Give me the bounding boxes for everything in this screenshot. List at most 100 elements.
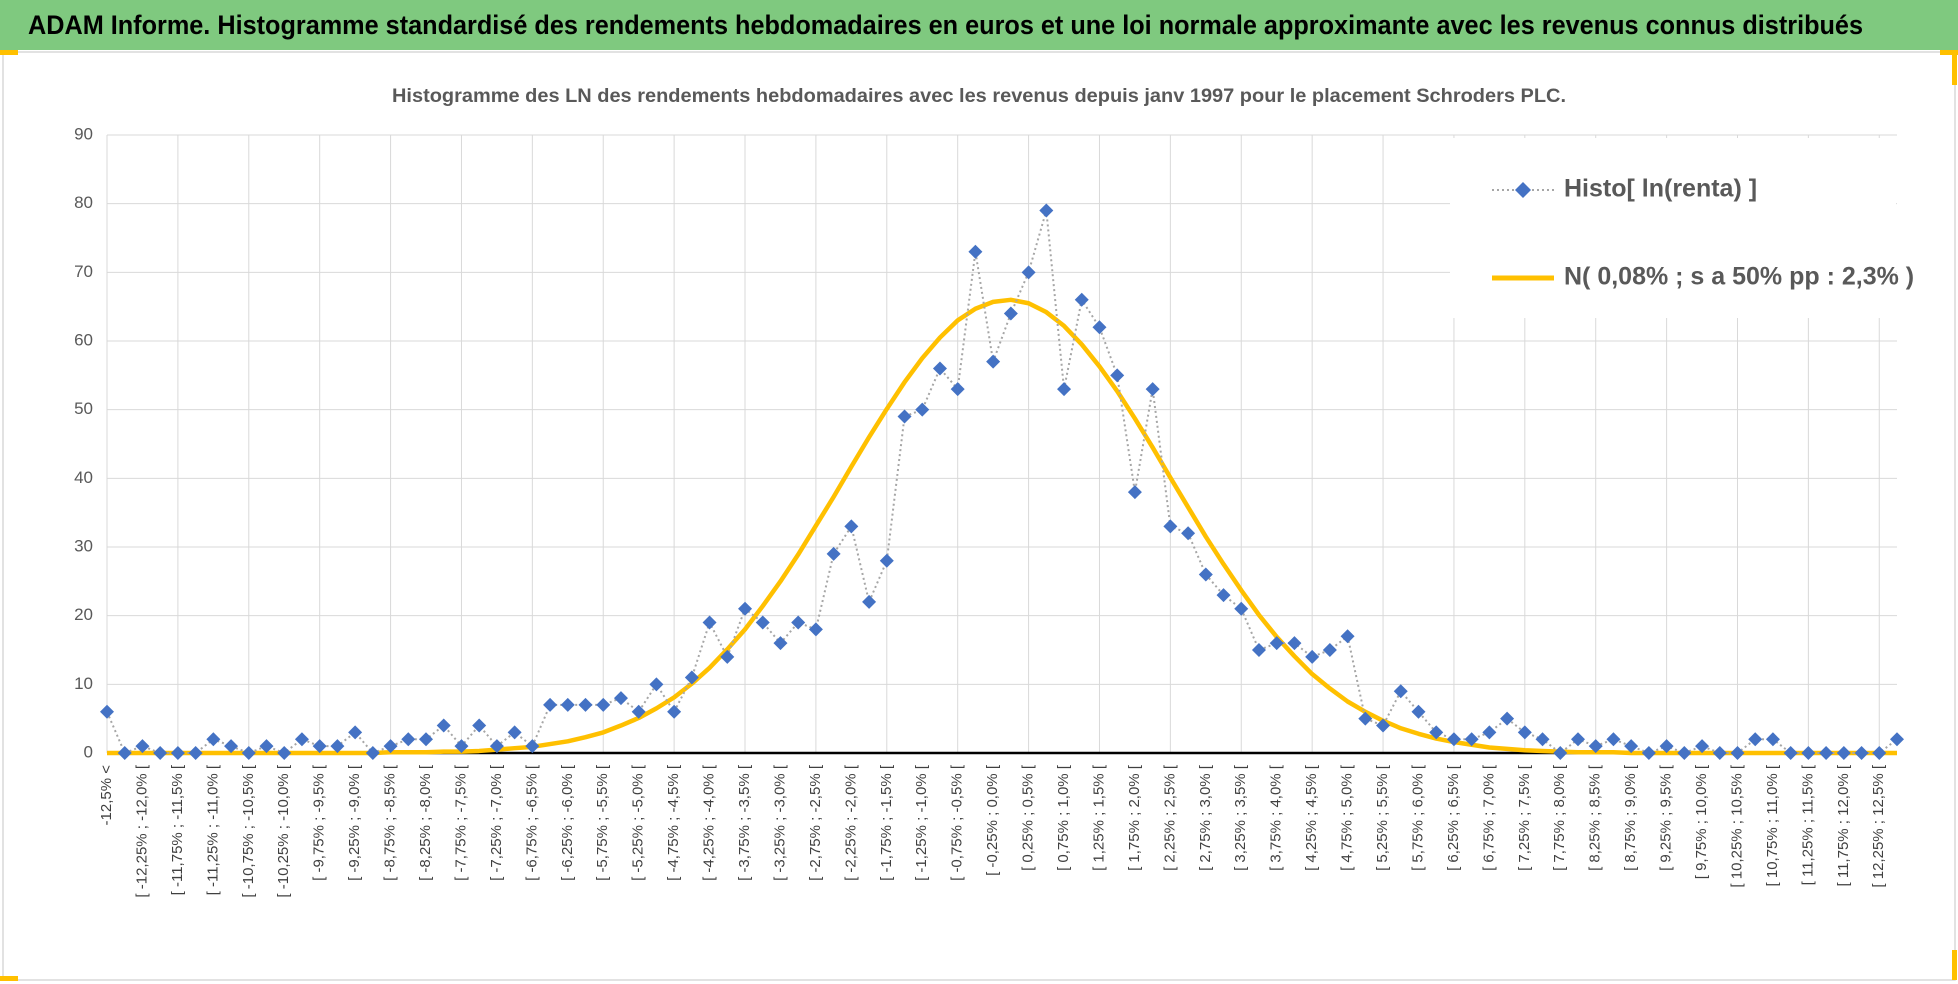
diamond-marker — [153, 746, 168, 760]
diamond-marker — [1730, 746, 1745, 760]
diamond-marker — [897, 409, 912, 424]
diamond-marker — [1819, 746, 1834, 760]
diamond-marker — [1606, 732, 1621, 747]
diamond-marker — [560, 697, 575, 712]
diamond-marker — [489, 739, 504, 754]
y-tick-label: 90 — [74, 124, 93, 143]
diamond-marker — [1393, 684, 1408, 699]
diamond-marker — [1695, 739, 1710, 754]
diamond-marker — [1446, 732, 1461, 747]
x-tick-label: [ 12,25% ; 12,5% [ — [1870, 764, 1887, 887]
diamond-marker — [1535, 732, 1550, 747]
diamond-marker — [365, 746, 380, 760]
diamond-marker — [1712, 746, 1727, 760]
x-tick-label: [ -5,75% ; -5,5% [ — [594, 764, 611, 881]
diamond-marker — [684, 670, 699, 685]
corner — [0, 50, 18, 55]
x-tick-label: [ 4,25% ; 4,5% [ — [1303, 764, 1320, 871]
x-tick-label: [ -3,75% ; -3,5% [ — [736, 764, 753, 881]
x-tick-label: [ 11,25% ; 11,5% [ — [1799, 764, 1816, 885]
x-tick-label: [ -8,75% ; -8,5% [ — [382, 764, 399, 881]
y-tick-label: 40 — [74, 468, 93, 487]
diamond-marker — [1216, 588, 1231, 603]
diamond-marker — [419, 732, 434, 747]
normal-curve — [107, 297, 1897, 756]
x-tick-label: [ -4,25% ; -4,0% [ — [701, 764, 718, 881]
diamond-marker — [1003, 306, 1018, 321]
legend-label: Histo[ ln(renta) ] — [1564, 175, 1757, 203]
y-tick-label: 80 — [74, 193, 93, 212]
diamond-marker — [1500, 711, 1515, 726]
diamond-marker — [1570, 732, 1585, 747]
diamond-marker — [1624, 739, 1639, 754]
diamond-marker — [294, 732, 309, 747]
diamond-marker — [1074, 292, 1089, 307]
diamond-marker — [702, 615, 717, 630]
x-tick-label: [ -6,75% ; -6,5% [ — [523, 764, 540, 881]
x-tick-label: [ 9,75% ; 10,0% [ — [1693, 764, 1710, 879]
diamond-marker — [188, 746, 203, 760]
x-tick-label: [ 7,25% ; 7,5% [ — [1516, 764, 1533, 871]
legend: Histo[ ln(renta) ] N( 0,08% ; s a 50% pp … — [1450, 138, 1914, 318]
x-tick-label: [ -9,25% ; -9,0% [ — [346, 764, 363, 881]
diamond-marker — [791, 615, 806, 630]
grid: 0 10 20 30 40 50 60 70 80 90 -12,5% < [ -12,25% ; -… — [74, 124, 1897, 898]
diamond-marker — [1553, 746, 1568, 760]
x-tick-label: [ 7,75% ; 8,0% [ — [1551, 764, 1568, 871]
x-tick-label: [ 1,75% ; 2,0% [ — [1126, 764, 1143, 871]
diamond-marker — [1110, 368, 1125, 383]
diamond-marker — [755, 615, 770, 630]
diamond-marker — [1677, 746, 1692, 760]
x-tick-label: [ 10,75% ; 11,0% [ — [1764, 764, 1781, 886]
legend-label: N( 0,08% ; s a 50% pp : 2,3% ) — [1564, 263, 1914, 291]
diamond-marker — [1783, 746, 1798, 760]
diamond-marker — [968, 244, 983, 259]
x-tick-label: [ 6,25% ; 6,5% [ — [1445, 764, 1462, 871]
diamond-marker — [401, 732, 416, 747]
y-tick-label: 60 — [74, 330, 93, 349]
y-tick-label: 70 — [74, 262, 93, 281]
x-tick-label: [ -1,75% ; -1,5% [ — [878, 764, 895, 881]
x-tick-label: [ 8,75% ; 9,0% [ — [1622, 764, 1639, 871]
x-tick-label: [ -11,75% ; -11,5% [ — [169, 764, 186, 895]
diamond-marker — [1748, 732, 1763, 747]
chart-frame — [2, 51, 1956, 981]
diamond-marker — [472, 718, 487, 733]
diamond-marker — [1376, 718, 1391, 733]
chart-subtitle: Histogramme des LN des rendements hebdom… — [392, 86, 1566, 107]
x-tick-label: [ 5,25% ; 5,5% [ — [1374, 764, 1391, 871]
diamond-marker — [1358, 711, 1373, 726]
diamond-marker — [1198, 567, 1213, 582]
x-tick-label: [ -8,25% ; -8,0% [ — [417, 764, 434, 881]
diamond-marker — [312, 739, 327, 754]
diamond-marker — [1854, 746, 1869, 760]
diamond-marker — [1234, 601, 1249, 616]
diamond-marker — [206, 732, 221, 747]
x-tick-label: [ 11,75% ; 12,0% [ — [1835, 764, 1852, 886]
diamond-marker — [631, 704, 646, 719]
x-tick-label: [ -1,25% ; -1,0% [ — [913, 764, 930, 881]
diamond-marker — [1429, 725, 1444, 740]
diamond-marker — [1765, 732, 1780, 747]
x-tick-label: [ -12,25% ; -12,0% [ — [133, 764, 150, 897]
diamond-marker — [738, 601, 753, 616]
y-tick-label: 10 — [74, 674, 93, 693]
y-tick-label: 30 — [74, 536, 93, 555]
x-tick-label: [ -3,25% ; -3,0% [ — [771, 764, 788, 881]
diamond-marker — [1287, 636, 1302, 651]
diamond-marker — [1482, 725, 1497, 740]
diamond-marker — [100, 704, 114, 719]
diamond-marker — [1039, 203, 1054, 218]
diamond-marker — [950, 382, 965, 397]
diamond-marker — [1517, 725, 1532, 740]
x-tick-label: [ 0,75% ; 1,0% [ — [1055, 764, 1072, 871]
diamond-marker — [454, 739, 469, 754]
diamond-marker — [507, 725, 522, 740]
diamond-marker — [1127, 485, 1142, 500]
diamond-marker — [543, 697, 558, 712]
diamond-marker — [1659, 739, 1674, 754]
diamond-marker — [1340, 629, 1355, 644]
diamond-marker — [1145, 382, 1160, 397]
x-tick-label: [ 2,75% ; 3,0% [ — [1197, 764, 1214, 871]
